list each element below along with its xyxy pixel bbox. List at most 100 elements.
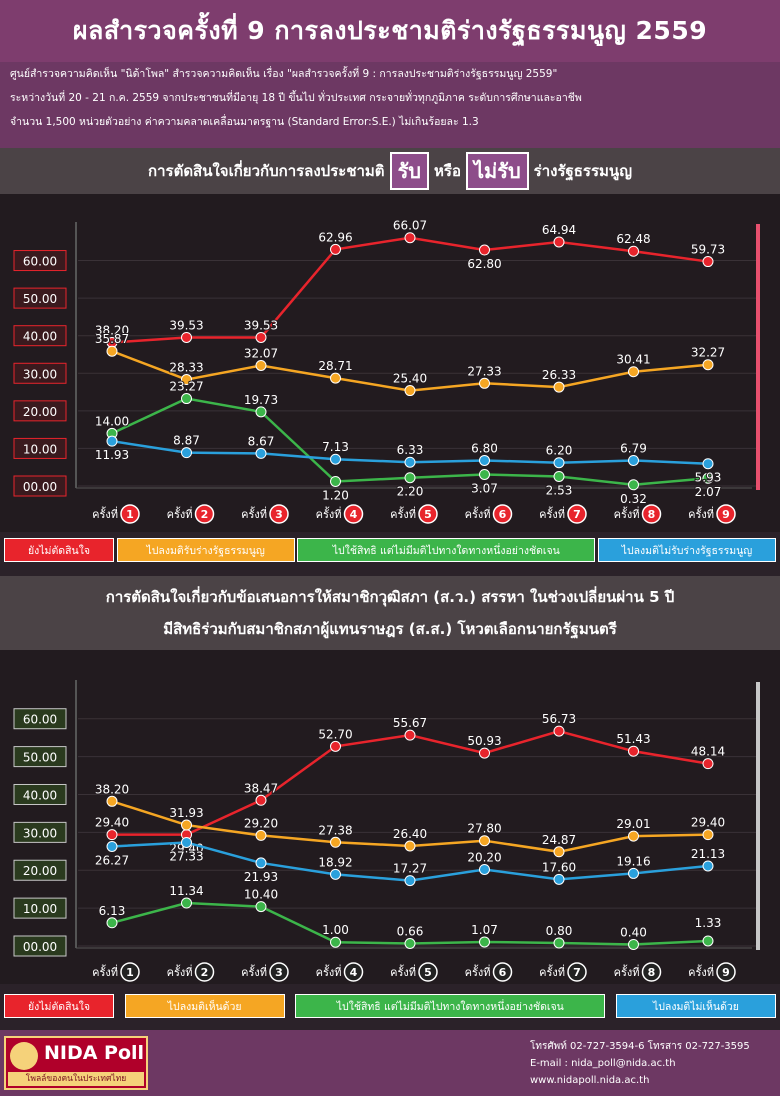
data-point (553, 873, 565, 885)
y-tick-box (13, 437, 67, 459)
y-tick-box (13, 708, 67, 730)
data-label: 27.33 (467, 364, 501, 378)
data-label: 48.14 (691, 745, 725, 759)
y-tick-label: 10.00 (23, 442, 57, 456)
chart1-heading-suffix: ร่างรัฐธรรมนูญ (533, 162, 632, 180)
data-label: 17.60 (542, 860, 576, 874)
data-point (628, 830, 639, 842)
data-label: 7.13 (322, 440, 349, 454)
round-badge (194, 962, 215, 982)
logo-tagline: โพลล์ของคนในประเทศไทย (8, 1072, 144, 1086)
intro-line-1: ศูนย์สำรวจความคิดเห็น "นิด้าโพล" สำรวจคว… (10, 68, 558, 80)
x-category: ครั้งที่ 3 (241, 504, 289, 524)
contact-info: โทรศัพท์ 02-727-3594-6 โทรสาร 02-727-359… (530, 1038, 750, 1089)
nida-seal-icon (10, 1042, 38, 1070)
chart1-legend-no-decision: ไปใช้สิทธิ แต่ไม่มีมติไปทางใดทางหนึ่งอย่… (297, 538, 596, 562)
x-category: ครั้งที่ 8 (614, 962, 662, 982)
data-label: 0.66 (397, 925, 424, 939)
round-badge (418, 504, 438, 524)
x-category-label: ครั้งที่ (539, 506, 565, 521)
data-label: 25.40 (393, 372, 427, 386)
y-tick-label: 60.00 (23, 713, 57, 727)
data-label: 29.01 (616, 817, 650, 831)
y-tick-box (13, 935, 67, 957)
chart2-legend: ยังไม่ตัดสินใจ ไปลงมติเห็นด้วย ไปใช้สิทธ… (0, 994, 780, 1018)
data-point (702, 935, 714, 947)
data-point (553, 236, 565, 248)
data-point (255, 857, 267, 869)
data-point (479, 747, 490, 759)
chart2-legend-agree: ไปลงมติเห็นด้วย (124, 994, 285, 1018)
y-tick-label: 00.00 (23, 940, 57, 954)
x-category: ครั้งที่ 5 (390, 962, 438, 982)
data-label: 6.20 (546, 444, 573, 458)
data-label: 50.93 (467, 734, 501, 748)
contact-website[interactable]: www.nidapoll.nida.ac.th (530, 1075, 650, 1086)
data-point (553, 725, 565, 737)
chart1-legend-undecided: ยังไม่ตัดสินใจ (4, 538, 114, 562)
data-label: 19.73 (244, 393, 278, 407)
x-category: ครั้งที่ 7 (539, 962, 587, 982)
data-point (330, 453, 341, 465)
x-category-label: ครั้งที่ (688, 506, 714, 521)
data-point (106, 840, 118, 852)
x-category: ครั้งที่ 6 (465, 962, 513, 982)
data-point (702, 758, 714, 770)
data-label: 30.41 (616, 353, 650, 367)
round-badge (120, 962, 140, 982)
footer: NIDA Poll โพลล์ของคนในประเทศไทย โทรศัพท์… (0, 1030, 780, 1096)
x-category-label: ครั้งที่ (241, 964, 267, 979)
x-category-label: ครั้งที่ (390, 506, 416, 521)
intro-line-2: ระหว่างวันที่ 20 - 21 ก.ค. 2559 จากประชา… (10, 92, 582, 104)
y-tick-box (13, 325, 67, 347)
data-point (628, 479, 639, 491)
chart2-legend-no-decision: ไปใช้สิทธิ แต่ไม่มีมติไปทางใดทางหนึ่งอย่… (295, 994, 606, 1018)
data-label: 39.53 (169, 318, 203, 332)
data-point (106, 829, 118, 841)
data-point (404, 456, 416, 468)
data-label: 62.48 (616, 232, 650, 246)
data-label: 0.40 (620, 925, 647, 939)
round-badge (269, 504, 289, 524)
chart1-heading-reject: ไม่รับ (465, 152, 529, 190)
data-label: 32.07 (244, 346, 278, 360)
y-tick-label: 20.00 (23, 405, 57, 419)
round-number: 6 (499, 966, 507, 979)
data-label: 64.94 (542, 223, 576, 237)
x-category-label: ครั้งที่ (539, 964, 565, 979)
data-label: 8.87 (173, 434, 200, 448)
x-category-label: ครั้งที่ (167, 506, 193, 521)
data-point (404, 938, 416, 949)
y-tick: 20.00 (13, 859, 67, 881)
data-label: 29.40 (691, 816, 725, 830)
data-point (106, 435, 118, 447)
x-category-label: ครั้งที่ (316, 964, 342, 979)
data-label: 27.38 (318, 823, 352, 837)
round-number: 1 (126, 508, 134, 521)
x-category-label: ครั้งที่ (92, 964, 118, 979)
data-point (404, 232, 416, 244)
x-category-label: ครั้งที่ (614, 506, 640, 521)
y-tick: 20.00 (13, 400, 67, 422)
data-label: 38.20 (95, 323, 129, 337)
y-tick-label: 50.00 (23, 751, 57, 765)
y-tick: 50.00 (13, 746, 67, 768)
data-point (479, 835, 490, 847)
x-category: ครั้งที่ 5 (390, 504, 438, 524)
data-label: 38.20 (95, 782, 129, 796)
y-tick-label: 60.00 (23, 255, 57, 269)
y-tick: 00.00 (13, 935, 67, 957)
data-point (553, 937, 565, 949)
data-point (628, 938, 639, 950)
chart2-legend-undecided: ยังไม่ตัดสินใจ (4, 994, 114, 1018)
y-tick: 10.00 (13, 897, 67, 919)
data-point (702, 256, 714, 268)
data-point (479, 936, 490, 948)
data-point (553, 457, 565, 469)
x-category: ครั้งที่ 9 (688, 504, 736, 524)
data-label: 1.20 (322, 488, 349, 502)
data-point (181, 393, 192, 405)
data-label: 31.93 (169, 806, 203, 820)
round-number: 3 (275, 966, 283, 979)
y-tick: 50.00 (13, 287, 67, 309)
